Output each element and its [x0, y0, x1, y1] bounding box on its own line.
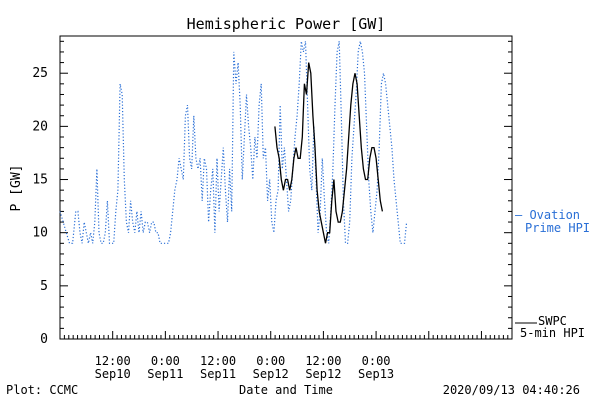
y-tick-label: 5	[40, 279, 48, 294]
plot-timestamp: 2020/09/13 04:40:26	[443, 383, 580, 397]
legend-swpc-line1: SWPC	[538, 314, 567, 328]
x-tick-label-date: Sep12	[253, 367, 289, 381]
x-tick-label-time: 0:00	[256, 354, 285, 368]
x-tick-label-time: 0:00	[151, 354, 180, 368]
plot-credit: Plot: CCMC	[6, 383, 78, 397]
x-tick-label-date: Sep11	[147, 367, 183, 381]
series-swpc-line	[274, 62, 384, 244]
x-tick-label-date: Sep12	[305, 367, 341, 381]
series-ovation-prime-line	[59, 41, 408, 244]
x-tick-label-date: Sep13	[358, 367, 394, 381]
chart-title: Hemispheric Power [GW]	[187, 15, 386, 33]
legend-ovation-line1: — Ovation	[515, 208, 580, 222]
x-tick-label-time: 12:00	[200, 354, 236, 368]
y-tick-label: 0	[40, 332, 48, 347]
x-axis-label: Date and Time	[239, 383, 333, 397]
x-tick-label-date: Sep10	[95, 367, 131, 381]
legend-swpc-line2: 5-min HPI	[520, 326, 585, 340]
y-tick-label: 15	[32, 173, 48, 188]
plot-frame	[59, 35, 513, 340]
y-tick-label: 10	[32, 226, 48, 241]
x-tick-label-time: 12:00	[95, 354, 131, 368]
y-axis: 0 5 10 15 20 25	[32, 40, 512, 347]
x-tick-label-time: 0:00	[362, 354, 391, 368]
series-layer	[59, 41, 408, 244]
y-tick-label: 25	[32, 66, 48, 81]
x-axis: 12:00Sep100:00Sep1112:00Sep110:00Sep1212…	[59, 331, 509, 381]
x-tick-label-date: Sep11	[200, 367, 236, 381]
legend-ovation-line2: Prime HPI	[525, 221, 590, 235]
y-axis-label: P [GW]	[9, 165, 24, 212]
y-tick-label: 20	[32, 119, 48, 134]
x-tick-label-time: 12:00	[305, 354, 341, 368]
